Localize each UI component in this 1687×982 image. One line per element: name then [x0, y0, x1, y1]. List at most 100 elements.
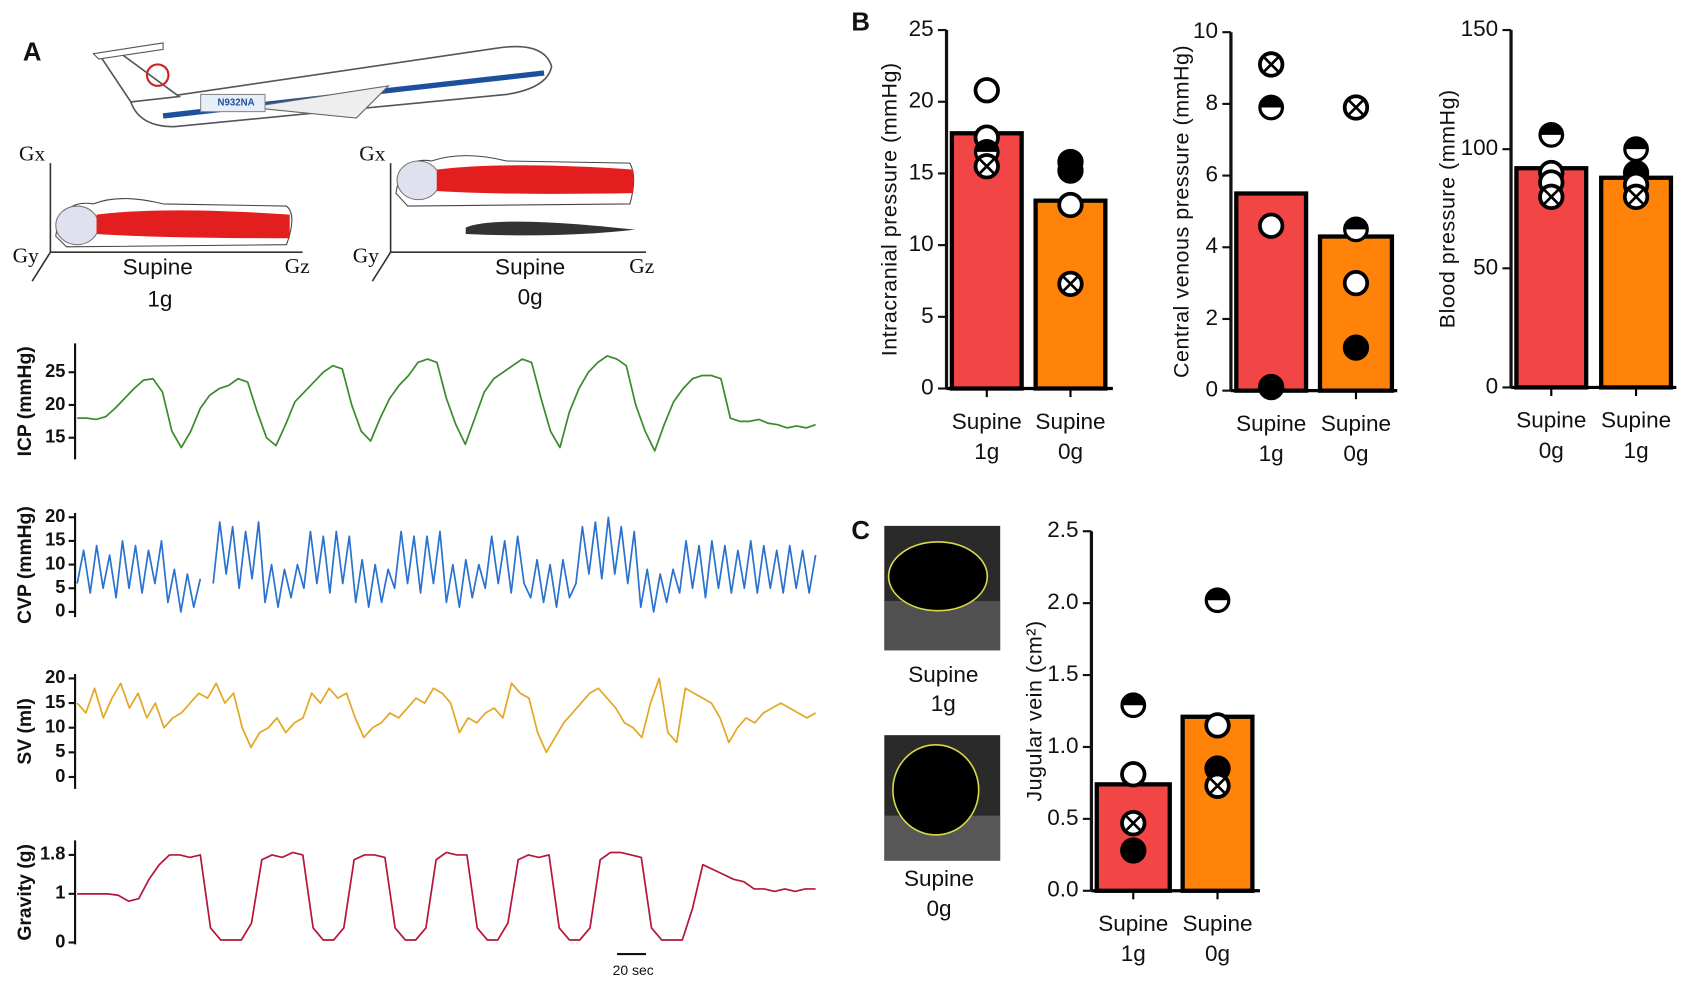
- y-axis-label: Gravity (g): [15, 844, 36, 941]
- marker-half: [975, 140, 999, 152]
- data-point: [1204, 772, 1231, 799]
- axis-label: Gx: [359, 142, 385, 166]
- y-tick-label: 15: [45, 426, 65, 447]
- points: [1258, 51, 1370, 401]
- data-point: [1342, 269, 1370, 297]
- y-tick-label: 6: [1206, 162, 1219, 187]
- marker-cross: [1209, 777, 1226, 794]
- condition-label: 1g: [147, 286, 172, 311]
- y-tick-label: 10: [1193, 18, 1218, 43]
- data-point: [1258, 51, 1285, 78]
- y-tick-label: 0.5: [1047, 805, 1078, 830]
- y-tick-label: 0: [55, 765, 65, 786]
- ultrasound-image: [884, 525, 1001, 651]
- y-tick-label: 8: [1206, 90, 1219, 115]
- data-point: [1120, 692, 1147, 719]
- y-tick-label: 0: [55, 600, 65, 621]
- y-tick-label: 15: [909, 159, 934, 184]
- bar: [1317, 234, 1395, 393]
- y-tick-label: 10: [45, 552, 65, 573]
- y-tick-label: 100: [1461, 135, 1499, 160]
- image-label: 0g: [926, 896, 951, 921]
- y-tick-label: 15: [45, 529, 65, 550]
- y-axis-label: Blood pressure (mmHg): [1435, 89, 1459, 328]
- body-diagram: Gx Gy Gz Supine 1g: [13, 142, 310, 312]
- marker-base: [1057, 157, 1084, 184]
- data-point: [973, 153, 1000, 180]
- marker-cross: [1628, 188, 1645, 205]
- x-tick-label: Supine: [1601, 408, 1671, 433]
- y-tick-label: 0.0: [1047, 877, 1078, 902]
- y-tick-label: 5: [921, 303, 934, 328]
- y-tick-label: 2.5: [1047, 517, 1078, 542]
- trace-line: [76, 516, 817, 613]
- bar: [1599, 175, 1674, 390]
- points: [973, 77, 1084, 297]
- y-tick-label: 0: [921, 374, 934, 399]
- marker-base: [1057, 191, 1084, 219]
- marker-half: [1206, 589, 1229, 601]
- axis-label: Gz: [285, 254, 310, 278]
- marker-half: [1122, 693, 1145, 706]
- data-point: [1120, 810, 1147, 837]
- trace-line: [76, 677, 817, 754]
- points: [1120, 587, 1231, 864]
- y-tick-label: 5: [55, 740, 65, 761]
- data-point: [1342, 94, 1370, 121]
- x-tick-label: 0g: [1058, 439, 1083, 464]
- x-tick-label: 0g: [1539, 438, 1564, 463]
- y-tick-label: 20: [45, 505, 65, 526]
- data-point: [1120, 761, 1147, 788]
- panel-label: B: [851, 8, 870, 36]
- y-tick-label: 20: [909, 88, 934, 113]
- y-tick-label: 20: [45, 666, 65, 687]
- marker-cross: [1062, 275, 1079, 292]
- y-tick-label: 150: [1461, 16, 1499, 41]
- marker-half: [1540, 123, 1563, 135]
- image-label: Supine: [904, 866, 974, 891]
- x-tick-label: Supine: [1516, 408, 1586, 433]
- y-tick-label: 10: [45, 716, 65, 737]
- y-tick-label: 15: [45, 691, 65, 712]
- points: [1538, 122, 1650, 210]
- ultrasound-image: [884, 735, 1001, 861]
- y-tick-label: 5: [55, 576, 65, 597]
- marker-base: [1258, 373, 1285, 401]
- y-tick-label: 2.0: [1047, 589, 1078, 614]
- condition-label: 0g: [518, 284, 543, 309]
- marker-half: [1259, 96, 1283, 108]
- x-tick-label: 1g: [1259, 441, 1284, 466]
- y-tick-label: 1: [55, 882, 65, 903]
- marker-cross: [978, 158, 995, 175]
- y-tick-label: 25: [45, 360, 65, 381]
- marker-half: [1624, 137, 1648, 150]
- data-point: [1057, 270, 1084, 297]
- y-tick-label: 0: [1486, 373, 1499, 398]
- marker-base: [1342, 269, 1370, 297]
- y-axis-label: ICP (mmHg): [15, 346, 36, 456]
- image-label: 1g: [931, 691, 956, 716]
- x-tick-label: 1g: [974, 439, 999, 464]
- x-tick-label: Supine: [1182, 911, 1252, 936]
- x-tick-label: 0g: [1205, 941, 1230, 966]
- y-tick-label: 10: [909, 231, 934, 256]
- y-tick-label: 2: [1206, 305, 1219, 330]
- plane-label: N932NA: [218, 98, 255, 109]
- data-point: [1258, 373, 1285, 401]
- marker-base: [973, 77, 1000, 104]
- data-point: [1057, 191, 1084, 219]
- data-point: [1120, 837, 1147, 864]
- y-axis-label: Jugular vein (cm²): [1022, 620, 1046, 801]
- y-axis-label: Central venous pressure (mmHg): [1169, 45, 1193, 378]
- panel-label: A: [23, 38, 42, 66]
- marker-base: [1258, 212, 1285, 239]
- y-tick-label: 50: [1473, 254, 1498, 279]
- y-tick-label: 0: [1206, 377, 1219, 402]
- axis-label: Gz: [629, 254, 654, 278]
- bar: [1180, 714, 1255, 893]
- axis-label: Gy: [353, 243, 379, 267]
- marker-cross: [1543, 188, 1560, 205]
- x-tick-label: Supine: [1236, 411, 1306, 436]
